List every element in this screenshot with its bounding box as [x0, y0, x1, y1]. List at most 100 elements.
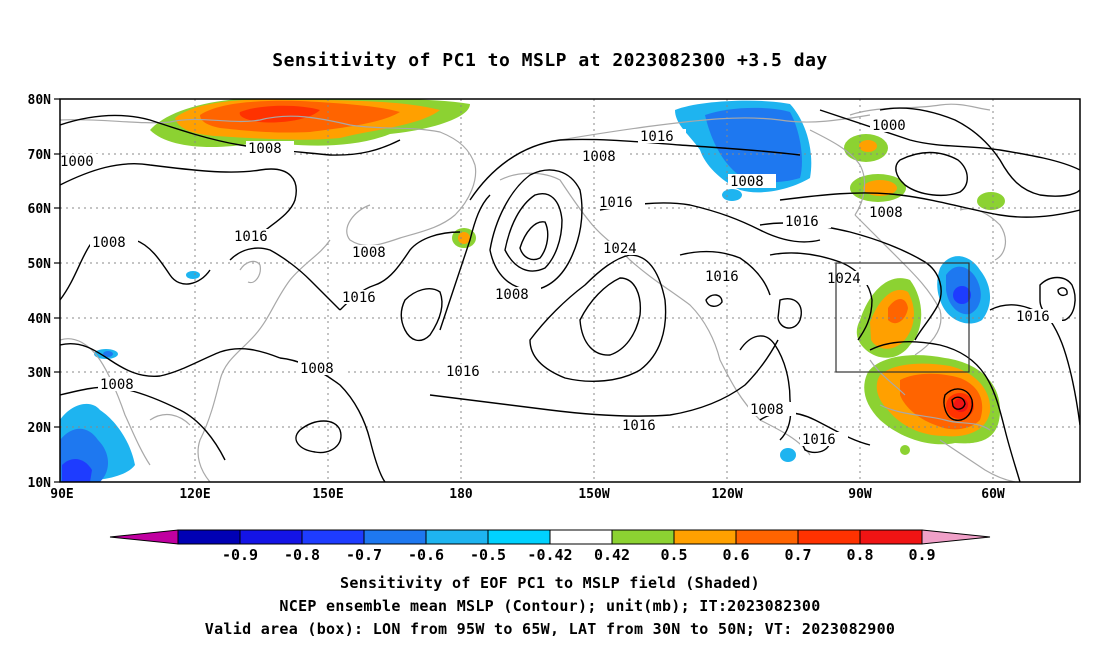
svg-text:1016: 1016 [446, 364, 480, 380]
colorbar-label: -0.9 [222, 546, 258, 564]
contour-label: 1008 [298, 361, 346, 377]
lat-tick-label: 50N [28, 257, 52, 272]
contour-label: 1016 [638, 129, 686, 145]
colorbar-box [301, 529, 365, 545]
svg-text:1016: 1016 [1016, 309, 1050, 325]
svg-text:1008: 1008 [100, 377, 134, 393]
colorbar-label: -0.42 [527, 546, 572, 564]
svg-text:1008: 1008 [92, 235, 126, 251]
colorbar-label: 0.6 [722, 546, 749, 564]
svg-text:1016: 1016 [622, 418, 656, 434]
svg-text:1024: 1024 [827, 271, 861, 287]
colorbar-label: -0.5 [470, 546, 506, 564]
chart-title: Sensitivity of PC1 to MSLP at 2023082300… [272, 50, 828, 71]
contour-label: 1000 [59, 154, 101, 170]
svg-text:1008: 1008 [352, 245, 386, 261]
colorbar-lower-extension [109, 529, 179, 545]
colorbar-box [487, 529, 551, 545]
plot-frame [59, 98, 1081, 483]
colorbar-box [549, 529, 613, 545]
lon-tick-label: 150W [578, 487, 609, 502]
colorbar-label: 0.9 [908, 546, 935, 564]
lat-tick-label: 20N [28, 421, 52, 436]
colorbar-box [735, 529, 799, 545]
contour-label: 1016 [340, 290, 388, 306]
colorbar [109, 529, 991, 545]
svg-text:1008: 1008 [300, 361, 334, 377]
colorbar-box [177, 529, 241, 545]
contour-label: 1000 [870, 118, 918, 134]
lon-tick-label: 90W [848, 487, 872, 502]
lon-tick-label: 150E [312, 487, 343, 502]
valid-area-box [835, 262, 970, 373]
colorbar-box [797, 529, 861, 545]
colorbar-labels: -0.9 -0.8 -0.7 -0.6 -0.5 -0.42 0.42 0.5 0.6 0.7 0.… [222, 546, 936, 564]
sensitivity-shading [60, 99, 1005, 482]
contour-label: 1008 [493, 287, 541, 303]
lon-tick-label: 120E [179, 487, 210, 502]
grid-lines [60, 99, 1080, 482]
contour-label: 1008 [728, 174, 776, 190]
colorbar-box [425, 529, 489, 545]
svg-text:1016: 1016 [802, 432, 836, 448]
caption-shading: Sensitivity of EOF PC1 to MSLP field (Sh… [340, 574, 760, 592]
contour-label: 1016 [1014, 309, 1062, 325]
colorbar-label: -0.6 [408, 546, 444, 564]
contour-label: 1016 [232, 229, 280, 245]
caption-valid-area: Valid area (box): LON from 95W to 65W, L… [204, 620, 896, 638]
contour-label: 1008 [246, 141, 294, 157]
colorbar-label: 0.8 [846, 546, 873, 564]
lat-tick-label: 70N [28, 148, 52, 163]
contour-label: 1016 [620, 418, 668, 434]
colorbar-label: -0.7 [346, 546, 382, 564]
svg-text:1016: 1016 [342, 290, 376, 306]
contour-labels: 1000 1008 1008 1016 1008 1016 1008 1016 … [59, 118, 1062, 448]
lat-tick-label: 40N [28, 312, 52, 327]
svg-text:1016: 1016 [785, 214, 819, 230]
colorbar-label: 0.42 [594, 546, 630, 564]
svg-text:1008: 1008 [750, 402, 784, 418]
lat-tick-label: 80N [28, 93, 52, 108]
lon-tick-label: 120W [711, 487, 742, 502]
svg-text:1008: 1008 [869, 205, 903, 221]
contour-label: 1008 [580, 149, 628, 165]
svg-text:1008: 1008 [248, 141, 282, 157]
colorbar-box [239, 529, 303, 545]
svg-text:1016: 1016 [640, 129, 674, 145]
colorbar-upper-extension [921, 529, 991, 545]
colorbar-box [859, 529, 923, 545]
lon-tick-label: 90E [50, 487, 73, 502]
lon-tick-label: 60W [981, 487, 1005, 502]
svg-text:1016: 1016 [705, 269, 739, 285]
contour-label: 1008 [748, 402, 796, 418]
contour-label: 1016 [597, 195, 645, 211]
contour-label: 1008 [98, 377, 146, 393]
svg-text:1008: 1008 [495, 287, 529, 303]
svg-text:1008: 1008 [730, 174, 764, 190]
svg-text:1024: 1024 [603, 241, 637, 257]
colorbar-box [673, 529, 737, 545]
colorbar-label: 0.7 [784, 546, 811, 564]
colorbar-label: -0.8 [284, 546, 320, 564]
contour-label: 1016 [444, 364, 492, 380]
contour-label: 1008 [350, 245, 398, 261]
colorbar-box [611, 529, 675, 545]
svg-text:1016: 1016 [599, 195, 633, 211]
contour-label: 1024 [825, 271, 873, 287]
lat-tick-label: 30N [28, 366, 52, 381]
contour-label: 1016 [783, 214, 831, 230]
lon-tick-label: 180 [449, 487, 473, 502]
svg-text:1000: 1000 [872, 118, 906, 134]
contour-label: 1024 [601, 241, 649, 257]
lat-ticks [54, 98, 60, 483]
lat-tick-label: 60N [28, 202, 52, 217]
svg-text:1000: 1000 [60, 154, 94, 170]
colorbar-label: 0.5 [660, 546, 687, 564]
caption-contour: NCEP ensemble mean MSLP (Contour); unit(… [279, 597, 821, 615]
contour-label: 1008 [867, 205, 915, 221]
svg-text:1008: 1008 [582, 149, 616, 165]
contour-label: 1016 [703, 269, 751, 285]
lat-tick-label: 10N [28, 476, 52, 491]
lat-axis: 80N 70N 60N 50N 40N 30N 20N 10N [28, 93, 52, 491]
colorbar-box [363, 529, 427, 545]
